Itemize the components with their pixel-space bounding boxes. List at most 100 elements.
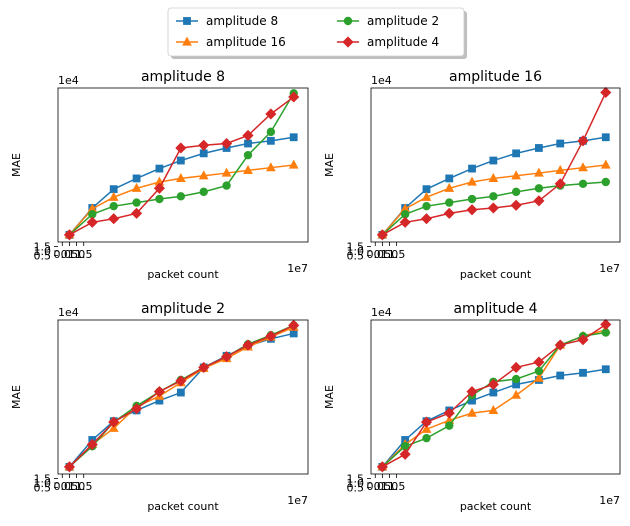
y-offset-label: 1e4: [58, 74, 79, 87]
data-point: [466, 386, 478, 398]
data-point: [221, 137, 233, 150]
data-point: [198, 170, 209, 180]
data-point: [199, 187, 208, 197]
series-line: [381, 331, 606, 468]
data-point: [510, 199, 522, 211]
data-point: [467, 176, 477, 186]
legend-marker: [183, 17, 191, 25]
data-point: [199, 149, 208, 158]
legend-entry-amplitude-4: amplitude 4: [337, 35, 439, 49]
data-point: [131, 182, 142, 192]
x-tick-label: 0.5: [61, 248, 79, 261]
legend-box: [167, 7, 465, 57]
series-line: [68, 332, 294, 468]
data-point: [489, 156, 498, 165]
y-axis-label: MAE: [323, 385, 336, 409]
data-point: [176, 156, 185, 165]
data-point: [445, 198, 454, 207]
data-point: [289, 133, 298, 142]
data-point: [399, 448, 411, 460]
x-axis-label: packet count: [147, 500, 219, 513]
legend-marker: [343, 16, 353, 26]
data-point: [511, 374, 521, 384]
x-tick-label: 1.0: [68, 480, 86, 493]
series-amplitude-4: [376, 86, 612, 241]
data-point: [445, 174, 454, 183]
y-offset-label: 1e4: [58, 306, 79, 319]
data-point: [288, 91, 300, 103]
data-point: [511, 170, 522, 180]
y-tick-label: 0.5: [34, 249, 52, 262]
legend-marker: [182, 36, 192, 46]
x-offset-label: 1e7: [287, 262, 308, 275]
data-point: [533, 195, 545, 207]
data-point: [420, 213, 433, 225]
y-tick-label: 1.5: [34, 472, 52, 485]
data-point: [399, 216, 411, 228]
x-tick-label: 0.5: [61, 480, 79, 493]
data-point: [487, 378, 499, 391]
data-point: [466, 204, 478, 216]
y-tick-label: 1.5: [34, 240, 52, 253]
data-point: [467, 194, 477, 204]
data-point: [221, 351, 233, 363]
legend-entry-amplitude-2: amplitude 2: [337, 14, 439, 28]
data-point: [221, 167, 232, 177]
data-point: [577, 135, 589, 147]
data-point: [578, 162, 588, 172]
series-line: [381, 329, 606, 468]
x-axis-label: packet count: [460, 268, 532, 281]
y-tick-label: 1.5: [347, 240, 365, 253]
data-point: [421, 191, 432, 201]
x-tick-label: 0.5: [374, 248, 392, 261]
data-point: [265, 108, 277, 120]
data-point: [222, 181, 231, 190]
data-point: [420, 416, 433, 428]
data-point: [265, 330, 277, 342]
data-point: [445, 421, 454, 430]
data-point: [175, 375, 187, 387]
x-tick-label: 1.0: [68, 248, 86, 261]
data-point: [422, 201, 431, 211]
legend-label: amplitude 4: [367, 35, 439, 49]
data-point: [376, 461, 388, 473]
data-point: [600, 318, 612, 331]
y-offset-label: 1e4: [371, 74, 392, 87]
data-point: [487, 202, 499, 214]
data-point: [109, 185, 118, 194]
data-point: [488, 172, 499, 183]
series-line: [69, 96, 295, 236]
data-point: [265, 162, 276, 172]
data-point: [153, 182, 165, 194]
data-point: [266, 136, 275, 145]
legend-marker: [342, 36, 354, 48]
legend-label: amplitude 16: [206, 35, 286, 49]
data-point: [555, 164, 566, 174]
data-point: [556, 139, 565, 148]
x-tick-label: 1.5: [388, 480, 406, 493]
data-point: [534, 372, 544, 382]
data-point: [488, 404, 499, 415]
x-tick-label: 1.0: [381, 248, 399, 261]
data-point: [554, 339, 566, 351]
y-tick-label: 0.5: [34, 481, 52, 494]
legend-label: amplitude 2: [367, 14, 439, 28]
data-point: [601, 365, 610, 374]
data-point: [242, 129, 254, 142]
data-point: [601, 133, 610, 142]
data-point: [63, 461, 75, 473]
data-point: [489, 388, 498, 397]
data-point: [198, 361, 210, 374]
data-point: [579, 368, 587, 377]
legend-entry-amplitude-16: amplitude 16: [176, 35, 286, 49]
x-tick-label: 1.5: [75, 480, 93, 493]
data-point: [108, 416, 120, 428]
data-point: [534, 184, 544, 193]
data-point: [153, 386, 165, 398]
subplot-title: amplitude 8: [141, 69, 225, 85]
y-tick-label: 1.0: [347, 245, 365, 258]
